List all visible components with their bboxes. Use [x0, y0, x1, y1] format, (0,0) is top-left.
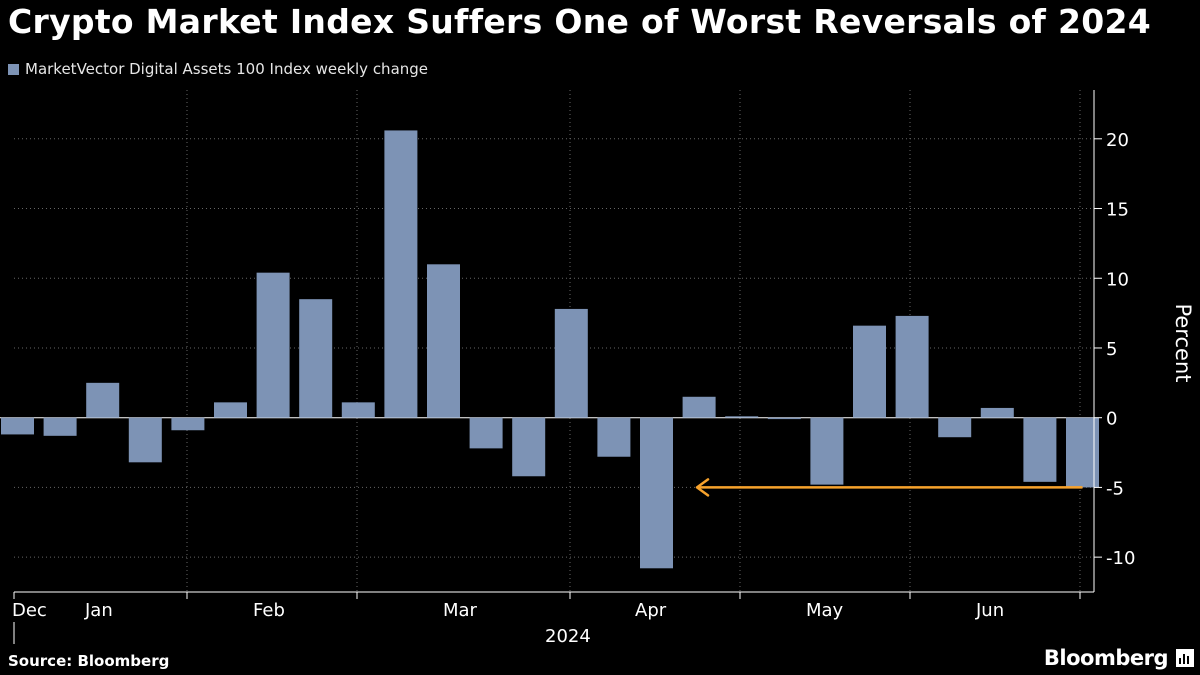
bar — [171, 417, 205, 431]
x-month-label: Apr — [635, 600, 667, 621]
bar — [128, 417, 162, 463]
bar — [767, 417, 801, 420]
bloomberg-logo-icon — [1176, 649, 1194, 667]
y-tick-label: -5 — [1106, 478, 1124, 499]
axes: 20 15 10 5 0 -5 -10 Dec Jan Feb Mar Apr May Jun 2024 Pe… — [12, 90, 1195, 647]
y-tick-label: 15 — [1106, 200, 1129, 221]
brand-wordmark: Bloomberg — [1043, 646, 1169, 670]
y-tick-label: 0 — [1106, 409, 1117, 430]
bar — [427, 264, 460, 418]
legend-label: MarketVector Digital Assets 100 Index we… — [25, 60, 429, 78]
bar — [554, 308, 588, 418]
source-text: Source: Bloomberg — [8, 652, 170, 670]
bar — [725, 416, 759, 418]
bar — [256, 272, 290, 418]
arrow-head — [695, 478, 710, 497]
y-axis-title: Percent — [1171, 303, 1195, 382]
y-tick-label: 10 — [1106, 269, 1129, 290]
bar — [1023, 417, 1057, 482]
bar — [682, 396, 716, 418]
bars — [1, 130, 1099, 569]
x-month-label: May — [806, 600, 844, 621]
bar — [341, 402, 375, 418]
y-tick-label: 5 — [1106, 339, 1117, 360]
y-tick-label: -10 — [1106, 548, 1135, 569]
bar — [1, 417, 34, 435]
bar — [299, 299, 333, 418]
gridlines — [14, 90, 1094, 592]
legend: MarketVector Digital Assets 100 Index we… — [8, 60, 428, 78]
bar — [214, 402, 247, 418]
bar — [597, 417, 631, 457]
bar — [853, 325, 886, 418]
bar — [938, 417, 972, 438]
x-month-label: Dec — [12, 600, 47, 621]
x-month-label: Feb — [253, 600, 285, 621]
bar — [895, 315, 929, 418]
bloomberg-chart-icon — [1179, 654, 1189, 664]
bar — [512, 417, 546, 477]
legend-swatch — [8, 63, 19, 75]
bar — [384, 130, 418, 418]
x-month-label: Jun — [975, 600, 1004, 621]
y-tick-label: 20 — [1106, 130, 1129, 151]
bar — [810, 417, 844, 485]
bar — [640, 417, 673, 569]
x-year-label: 2024 — [545, 626, 591, 647]
x-month-label: Jan — [84, 600, 113, 621]
annotation-arrow — [695, 478, 1083, 497]
bar — [43, 417, 77, 436]
bar — [980, 407, 1014, 418]
bar — [469, 417, 503, 449]
x-month-label: Mar — [443, 600, 478, 621]
bar — [86, 382, 120, 418]
chart-title: Crypto Market Index Suffers One of Worst… — [8, 2, 1152, 41]
